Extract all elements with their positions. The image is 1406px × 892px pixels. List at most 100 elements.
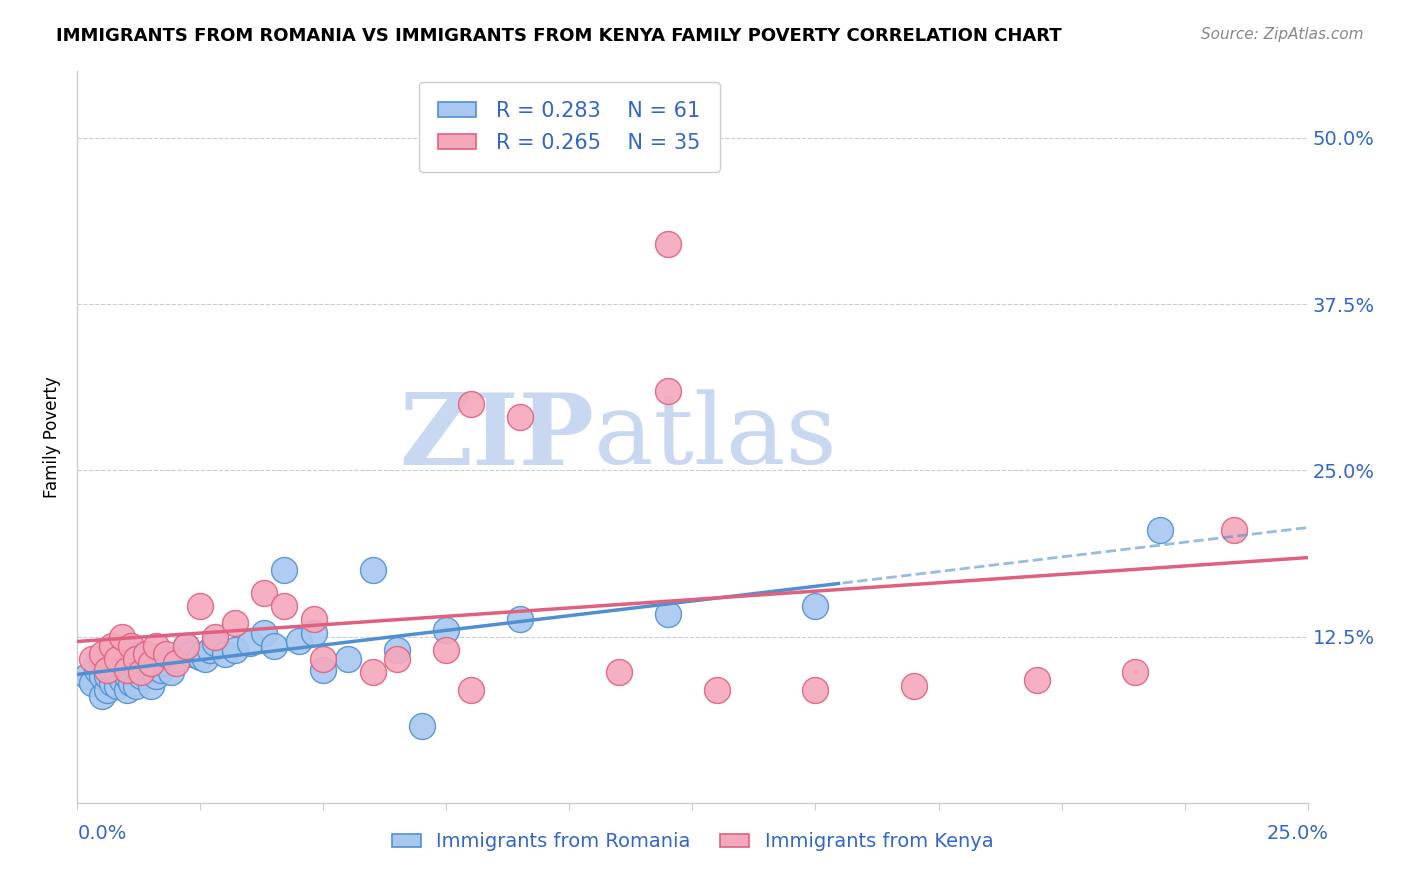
Point <box>90 649 114 664</box>
Point <box>141 679 163 693</box>
Point <box>273 563 295 577</box>
Point <box>135 647 157 661</box>
Point <box>337 652 360 666</box>
Point <box>101 663 124 677</box>
Point <box>302 625 325 640</box>
Point <box>145 639 167 653</box>
Point <box>101 639 124 653</box>
Point <box>436 623 458 637</box>
Point <box>253 625 276 640</box>
Point <box>460 397 482 411</box>
Point <box>312 663 335 677</box>
Text: atlas: atlas <box>595 389 837 485</box>
Point <box>115 652 138 666</box>
Point <box>239 636 262 650</box>
Text: ZIP: ZIP <box>399 389 595 485</box>
Point <box>145 669 167 683</box>
Point <box>204 636 226 650</box>
Point <box>121 639 143 653</box>
Point <box>288 633 311 648</box>
Point <box>96 649 118 664</box>
Point <box>224 616 246 631</box>
Point <box>436 643 458 657</box>
Point <box>174 639 197 653</box>
Point <box>385 652 409 666</box>
Point <box>194 652 217 666</box>
Point <box>96 682 118 697</box>
Point <box>706 682 728 697</box>
Text: IMMIGRANTS FROM ROMANIA VS IMMIGRANTS FROM KENYA FAMILY POVERTY CORRELATION CHAR: IMMIGRANTS FROM ROMANIA VS IMMIGRANTS FR… <box>56 27 1062 45</box>
Point <box>121 656 143 670</box>
Point <box>361 665 384 680</box>
Point <box>121 676 143 690</box>
Point <box>115 663 138 677</box>
Point <box>200 643 222 657</box>
Point <box>111 647 132 661</box>
Point <box>1223 523 1246 537</box>
Point <box>509 410 531 425</box>
Point <box>105 652 128 666</box>
Point <box>804 599 827 613</box>
Text: 0.0%: 0.0% <box>77 824 127 843</box>
Point <box>180 647 202 661</box>
Point <box>111 630 132 644</box>
Point <box>96 669 118 683</box>
Point <box>125 679 148 693</box>
Point <box>657 384 679 398</box>
Point <box>460 682 482 697</box>
Y-axis label: Family Poverty: Family Poverty <box>44 376 62 498</box>
Point <box>657 237 679 252</box>
Point <box>90 647 114 661</box>
Point <box>657 607 679 621</box>
Point <box>188 649 212 664</box>
Point <box>214 647 236 661</box>
Point <box>165 652 187 666</box>
Text: 25.0%: 25.0% <box>1267 824 1329 843</box>
Point <box>82 676 104 690</box>
Point <box>129 665 153 680</box>
Point <box>115 682 138 697</box>
Point <box>155 647 177 661</box>
Point <box>1125 665 1147 680</box>
Point <box>129 647 153 661</box>
Point <box>253 585 276 599</box>
Point <box>125 660 148 674</box>
Point <box>188 599 212 613</box>
Point <box>105 665 128 680</box>
Point <box>101 676 124 690</box>
Point <box>135 663 157 677</box>
Point <box>174 639 197 653</box>
Point <box>1026 673 1049 688</box>
Point <box>302 612 325 626</box>
Point <box>1149 523 1171 537</box>
Point <box>125 652 148 666</box>
Point <box>224 643 246 657</box>
Point <box>204 630 226 644</box>
Point <box>105 679 128 693</box>
Point <box>312 652 335 666</box>
Point <box>101 643 124 657</box>
Point <box>111 673 132 688</box>
Point <box>111 660 132 674</box>
Point <box>86 663 108 677</box>
Point <box>385 643 409 657</box>
Point <box>145 649 167 664</box>
Point <box>141 656 163 670</box>
Point <box>141 656 163 670</box>
Point <box>86 656 108 670</box>
Legend: Immigrants from Romania, Immigrants from Kenya: Immigrants from Romania, Immigrants from… <box>384 824 1001 859</box>
Text: Source: ZipAtlas.com: Source: ZipAtlas.com <box>1201 27 1364 42</box>
Point <box>165 656 187 670</box>
Point <box>509 612 531 626</box>
Point <box>273 599 295 613</box>
Point <box>150 663 173 677</box>
Point <box>607 665 630 680</box>
Point <box>155 656 177 670</box>
Point <box>903 679 925 693</box>
Point <box>263 639 285 653</box>
Point <box>115 669 138 683</box>
Point <box>82 652 104 666</box>
Point <box>361 563 384 577</box>
Point <box>411 719 433 733</box>
Point <box>76 669 98 683</box>
